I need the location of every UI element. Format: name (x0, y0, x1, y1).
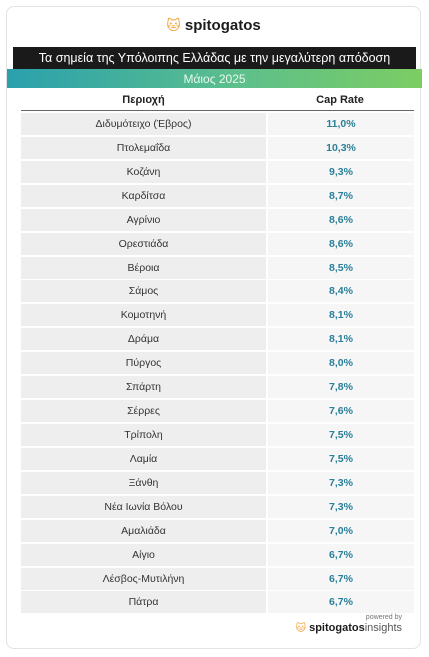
footer-brand-name: spitogatos (309, 622, 365, 634)
table-row: Αγρίνιο 8,6% (21, 208, 414, 231)
cap-rate-cell: 7,3% (268, 471, 414, 494)
cap-rate-cell: 6,7% (268, 543, 414, 566)
table-row: Καρδίτσα 8,7% (21, 184, 414, 207)
area-cell: Διδυμότειχο (Έβρος) (21, 113, 266, 135)
page-title: Τα σημεία της Υπόλοιπης Ελλάδας με την μ… (13, 47, 416, 69)
cap-rate-cell: 7,3% (268, 495, 414, 518)
table-row: Τρίπολη 7,5% (21, 423, 414, 446)
cap-rate-cell: 10,3% (268, 136, 414, 159)
table-row: Κοζάνη 9,3% (21, 160, 414, 183)
column-header-area: Περιοχή (122, 94, 165, 106)
table-row: Διδυμότειχο (Έβρος) 11,0% (21, 113, 414, 135)
brand-name: spitogatos (184, 17, 261, 34)
table-body: Διδυμότειχο (Έβρος) 11,0% Πτολεμαΐδα 10,3% Κ… (21, 113, 414, 615)
area-cell: Αμαλιάδα (21, 519, 266, 542)
cap-rate-cell: 7,5% (268, 423, 414, 446)
footer: powered by 🐱︎ spitogatosinsights (296, 614, 402, 634)
table-row: Σπάρτη 7,8% (21, 376, 414, 399)
cap-rate-cell: 8,6% (268, 232, 414, 255)
area-cell: Νέα Ιωνία Βόλου (21, 495, 266, 518)
area-cell: Πύργος (21, 352, 266, 375)
cat-logo-icon: 🐱︎ (295, 623, 307, 634)
area-cell: Λέσβος-Μυτιλήνη (21, 567, 266, 590)
table-row: Πάτρα 6,7% (21, 591, 414, 614)
date-banner: Μάιος 2025 (7, 69, 422, 88)
table-row: Σάμος 8,4% (21, 280, 414, 303)
area-cell: Σέρρες (21, 400, 266, 423)
area-cell: Κοζάνη (21, 160, 266, 183)
table-row: Αμαλιάδα 7,0% (21, 519, 414, 542)
report-card: 🐱︎ spitogatos Τα σημεία της Υπόλοιπης Ελλ… (6, 6, 422, 649)
table-row: Νέα Ιωνία Βόλου 7,3% (21, 495, 414, 518)
cap-rate-cell: 8,0% (268, 352, 414, 375)
area-cell: Σπάρτη (21, 376, 266, 399)
footer-brand-suffix: insights (364, 622, 402, 634)
cap-rate-cell: 8,7% (268, 184, 414, 207)
area-cell: Κομοτηνή (21, 304, 266, 327)
table-row: Βέροια 8,5% (21, 256, 414, 279)
footer-brand: 🐱︎ spitogatosinsights (296, 622, 402, 634)
table-row: Κομοτηνή 8,1% (21, 304, 414, 327)
brand-logo: 🐱︎ spitogatos (7, 17, 420, 34)
area-cell: Δράμα (21, 328, 266, 351)
cap-rate-cell: 6,7% (268, 591, 414, 614)
table-header: Περιοχή Cap Rate (21, 90, 414, 111)
table-row: Πτολεμαΐδα 10,3% (21, 136, 414, 159)
cat-logo-icon: 🐱︎ (166, 17, 181, 33)
cap-rate-cell: 7,0% (268, 519, 414, 542)
cap-rate-cell: 7,5% (268, 447, 414, 470)
table-row: Πύργος 8,0% (21, 352, 414, 375)
area-cell: Πτολεμαΐδα (21, 136, 266, 159)
area-cell: Ορεστιάδα (21, 232, 266, 255)
column-header-rate: Cap Rate (316, 94, 364, 106)
cap-rate-cell: 7,8% (268, 376, 414, 399)
cap-rate-cell: 6,7% (268, 567, 414, 590)
cap-rate-cell: 8,6% (268, 208, 414, 231)
area-cell: Τρίπολη (21, 423, 266, 446)
area-cell: Λαμία (21, 447, 266, 470)
area-cell: Καρδίτσα (21, 184, 266, 207)
area-cell: Σάμος (21, 280, 266, 303)
cap-rate-cell: 8,4% (268, 280, 414, 303)
area-cell: Αγρίνιο (21, 208, 266, 231)
table-row: Αίγιο 6,7% (21, 543, 414, 566)
cap-rate-cell: 8,1% (268, 304, 414, 327)
area-cell: Βέροια (21, 256, 266, 279)
powered-by-label: powered by (365, 614, 402, 621)
table-row: Ξάνθη 7,3% (21, 471, 414, 494)
table-row: Ορεστιάδα 8,6% (21, 232, 414, 255)
area-cell: Αίγιο (21, 543, 266, 566)
table-row: Λαμία 7,5% (21, 447, 414, 470)
cap-rate-cell: 7,6% (268, 400, 414, 423)
table-row: Δράμα 8,1% (21, 328, 414, 351)
cap-rate-cell: 8,1% (268, 328, 414, 351)
table-row: Λέσβος-Μυτιλήνη 6,7% (21, 567, 414, 590)
cap-rate-cell: 11,0% (268, 113, 414, 135)
table-row: Σέρρες 7,6% (21, 400, 414, 423)
area-cell: Ξάνθη (21, 471, 266, 494)
cap-rate-cell: 9,3% (268, 160, 414, 183)
cap-rate-cell: 8,5% (268, 256, 414, 279)
area-cell: Πάτρα (21, 591, 266, 614)
